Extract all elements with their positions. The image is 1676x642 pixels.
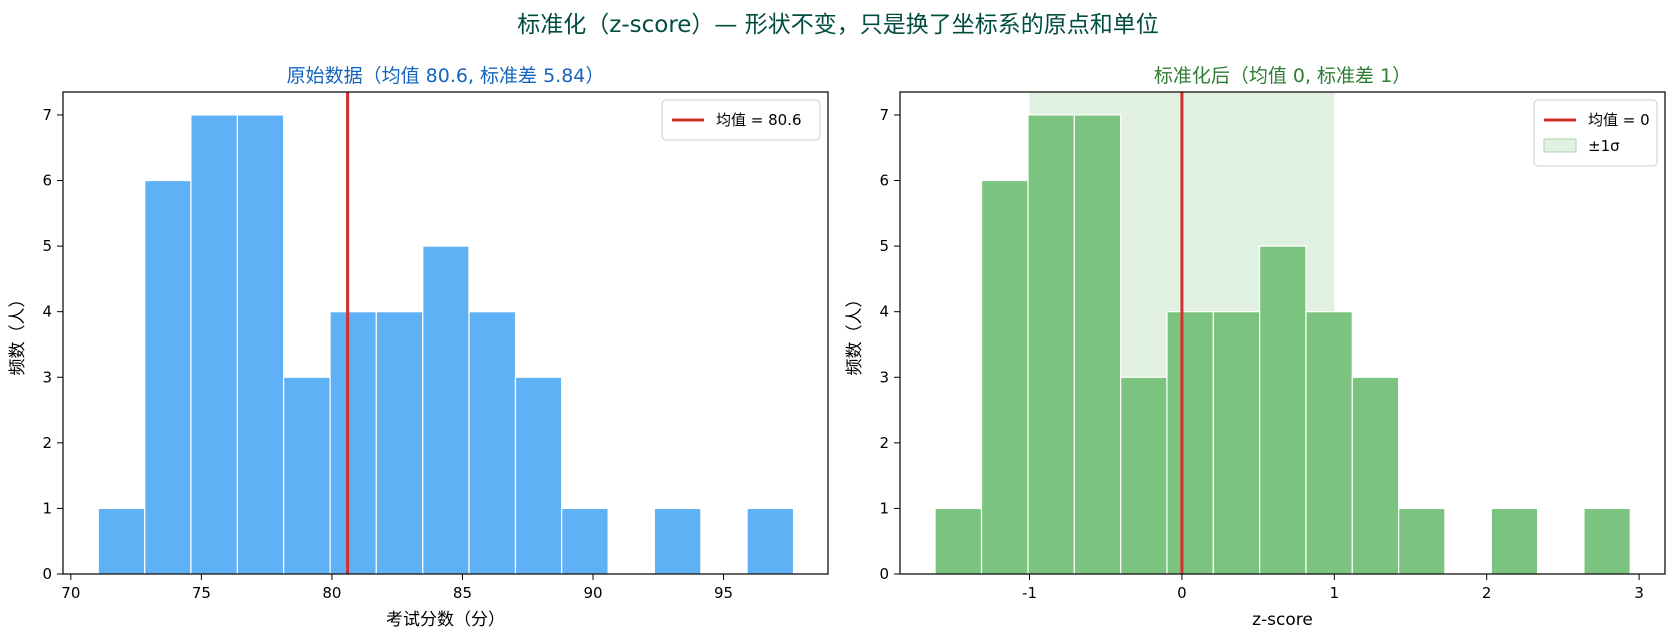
y-tick-label: 0 (879, 565, 889, 583)
histogram-bar (1027, 114, 1075, 575)
y-tick-label: 7 (42, 106, 52, 124)
histogram-bar (934, 507, 983, 575)
legend: 均值 = 80.6 (661, 99, 821, 141)
panel-title: 标准化后（均值 0, 标准差 1） (1154, 65, 1411, 87)
x-tick-label: -1 (1022, 584, 1037, 602)
x-tick-label: 75 (192, 584, 211, 602)
axes-frame (899, 91, 1666, 575)
y-tick-label: 7 (879, 106, 889, 124)
x-tick-label: 0 (1177, 584, 1187, 602)
x-tick-label: 90 (583, 584, 602, 602)
legend-band-swatch (1543, 138, 1577, 153)
x-tick-label: 80 (322, 584, 341, 602)
y-tick-label: 2 (42, 434, 52, 452)
histogram-bar (1398, 507, 1446, 575)
legend-mean-label: 均值 = 0 (1588, 111, 1650, 129)
histogram-bar (1305, 311, 1353, 575)
histogram-bar (468, 311, 517, 575)
histogram-bar (1259, 245, 1307, 575)
histogram-bar (1120, 376, 1168, 575)
y-tick-label: 0 (42, 565, 52, 583)
histogram-bar (236, 114, 285, 575)
histogram-bar (329, 311, 377, 575)
y-tick-label: 6 (879, 172, 889, 190)
legend-box (1533, 99, 1658, 167)
histogram-bar (1490, 507, 1539, 575)
y-axis-label: 频数（人） (845, 291, 865, 376)
y-tick-label: 3 (42, 368, 52, 386)
x-tick-label: 2 (1482, 584, 1492, 602)
legend-mean-label: 均值 = 80.6 (716, 111, 802, 129)
histogram-bar (144, 179, 192, 575)
y-tick-label: 6 (42, 172, 52, 190)
histogram-bar (283, 376, 331, 575)
x-tick-label: 95 (714, 584, 733, 602)
y-tick-label: 4 (42, 303, 52, 321)
y-tick-label: 4 (879, 303, 889, 321)
histogram-bar (1583, 507, 1631, 575)
chart-panel-2: -1 0 1 2 3 0 1 2 3 4 5 6 7 标准化后（均值 0, 标准差 1） z-score 频数… (845, 65, 1666, 630)
histogram-bar (1166, 311, 1214, 575)
histogram-bar (1073, 114, 1122, 575)
legend-box (661, 99, 821, 141)
y-tick-label: 2 (879, 434, 889, 452)
histogram-bar (1351, 376, 1400, 575)
y-tick-label: 5 (42, 237, 52, 255)
x-tick-label: 1 (1330, 584, 1340, 602)
x-tick-label: 70 (61, 584, 80, 602)
legend: 均值 = 0 ±1σ (1533, 99, 1658, 167)
y-tick-label: 1 (879, 499, 889, 517)
chart-panel-1: 70 75 80 85 90 95 0 1 2 3 4 5 6 7 原始数据（均值 80.6, 标准差 5.… (8, 65, 829, 630)
histogram-bar (514, 376, 563, 575)
figure-suptitle: 标准化（z-score）— 形状不变，只是换了坐标系的原点和单位 (517, 12, 1158, 38)
y-tick-label: 1 (42, 499, 52, 517)
histogram-bar (97, 507, 146, 575)
x-axis-label: z-score (1252, 610, 1313, 630)
axes-frame (62, 91, 829, 575)
histogram-bar (375, 311, 424, 575)
x-tick-label: 85 (453, 584, 472, 602)
y-axis-label: 频数（人） (8, 291, 28, 376)
histogram-bar (190, 114, 239, 575)
histogram-bar (561, 507, 609, 575)
panel-title: 原始数据（均值 80.6, 标准差 5.84） (287, 65, 605, 87)
x-axis-label: 考试分数（分） (386, 610, 505, 630)
legend-band-label: ±1σ (1588, 137, 1620, 155)
y-tick-label: 5 (879, 237, 889, 255)
histogram-bar (746, 507, 795, 575)
x-tick-label: 3 (1634, 584, 1644, 602)
histogram-bar (980, 179, 1029, 575)
histogram-bar (653, 507, 702, 575)
histogram-bar (422, 245, 470, 575)
histogram-bar (1212, 311, 1261, 575)
y-tick-label: 3 (879, 368, 889, 386)
